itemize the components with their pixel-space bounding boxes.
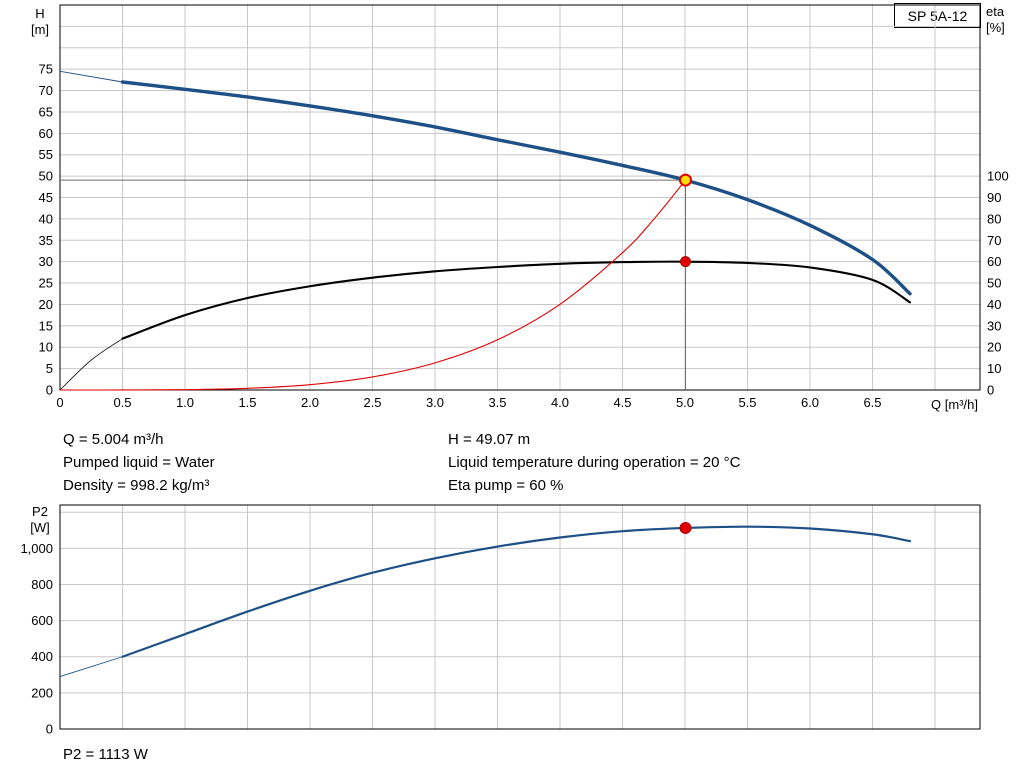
svg-text:5: 5 — [46, 361, 53, 376]
info-density: Density = 998.2 kg/m³ — [63, 477, 210, 494]
eta-axis-title-line2: [%] — [986, 20, 1005, 35]
grid-lines — [60, 505, 980, 729]
svg-text:2.0: 2.0 — [301, 395, 319, 410]
svg-text:1.0: 1.0 — [176, 395, 194, 410]
svg-text:30: 30 — [39, 254, 53, 269]
svg-text:6.0: 6.0 — [801, 395, 819, 410]
svg-text:80: 80 — [987, 211, 1001, 226]
grid-lines — [60, 5, 980, 390]
svg-text:200: 200 — [31, 685, 53, 700]
svg-text:3.5: 3.5 — [488, 395, 506, 410]
info-eta-pump: Eta pump = 60 % — [448, 477, 564, 494]
svg-text:0: 0 — [56, 395, 63, 410]
svg-text:1.5: 1.5 — [238, 395, 256, 410]
svg-text:100: 100 — [987, 169, 1009, 184]
tick-labels: 0 0.5 1.0 1.5 2.0 2.5 3.0 3.5 4.0 4.5 5.0 5.5 6.0 6.5… — [39, 62, 1009, 410]
power-axis-title-line1: P2 — [32, 504, 48, 519]
svg-text:70: 70 — [987, 233, 1001, 248]
svg-text:60: 60 — [39, 126, 53, 141]
power-readout: P2 = 1113 W — [63, 746, 148, 763]
info-liquid-temperature: Liquid temperature during operation = 20… — [448, 454, 741, 471]
svg-text:20: 20 — [987, 340, 1001, 355]
svg-text:55: 55 — [39, 147, 53, 162]
info-head-value: H = 49.07 m — [448, 431, 531, 448]
qh-eta-chart[interactable]: 0 0.5 1.0 1.5 2.0 2.5 3.0 3.5 4.0 4.5 5.0 5.5 6.0 6.5… — [0, 0, 1024, 418]
svg-text:800: 800 — [31, 577, 53, 592]
info-flow-value: Q = 5.004 m³/h — [63, 431, 164, 448]
svg-text:5.0: 5.0 — [676, 395, 694, 410]
svg-text:4.0: 4.0 — [551, 395, 569, 410]
svg-text:600: 600 — [31, 613, 53, 628]
svg-text:4.5: 4.5 — [613, 395, 631, 410]
eta-axis-title: eta [%] — [986, 4, 1024, 36]
svg-text:65: 65 — [39, 104, 53, 119]
duty-point-marker[interactable] — [679, 173, 692, 187]
flow-axis-title: Q [m³/h] — [931, 397, 978, 412]
svg-text:2.5: 2.5 — [363, 395, 381, 410]
svg-text:35: 35 — [39, 233, 53, 248]
system-curve[interactable] — [59, 179, 686, 391]
info-pumped-liquid: Pumped liquid = Water — [63, 454, 215, 471]
svg-text:0: 0 — [987, 383, 994, 398]
eta-curve[interactable] — [59, 260, 912, 391]
svg-text:25: 25 — [39, 276, 53, 291]
duty-info-left-column: Q = 5.004 m³/h Pumped liquid = Water Den… — [63, 428, 215, 497]
svg-text:10: 10 — [39, 340, 53, 355]
svg-text:30: 30 — [987, 318, 1001, 333]
pump-curve[interactable] — [59, 70, 912, 296]
eta-point-marker[interactable] — [680, 256, 691, 268]
svg-text:3.0: 3.0 — [426, 395, 444, 410]
svg-text:0.5: 0.5 — [113, 395, 131, 410]
svg-text:5.5: 5.5 — [738, 395, 756, 410]
plot-border — [59, 504, 981, 730]
power-chart[interactable]: 0 200 400 600 800 1,000 — [0, 495, 1024, 745]
svg-text:6.5: 6.5 — [863, 395, 881, 410]
eta-axis-title-line1: eta — [986, 4, 1005, 19]
svg-text:20: 20 — [39, 297, 53, 312]
head-axis-title-line2: [m] — [30, 22, 50, 37]
svg-text:70: 70 — [39, 83, 53, 98]
duty-info-right-column: H = 49.07 m Liquid temperature during op… — [448, 428, 740, 497]
svg-text:40: 40 — [39, 211, 53, 226]
svg-text:0: 0 — [46, 722, 53, 737]
svg-text:400: 400 — [31, 649, 53, 664]
svg-text:50: 50 — [39, 169, 53, 184]
svg-text:50: 50 — [987, 276, 1001, 291]
svg-text:90: 90 — [987, 190, 1001, 205]
plot-border — [59, 4, 981, 391]
svg-text:15: 15 — [39, 318, 53, 333]
head-axis-title-line1: H — [35, 6, 45, 21]
svg-text:40: 40 — [987, 297, 1001, 312]
head-axis-title: H [m] — [20, 6, 60, 38]
svg-text:0: 0 — [46, 383, 53, 398]
power-axis-title-line2: [W] — [30, 520, 50, 535]
svg-text:1,000: 1,000 — [20, 541, 53, 556]
tick-labels: 0 200 400 600 800 1,000 — [20, 541, 53, 737]
power-curve[interactable] — [59, 525, 912, 678]
svg-text:60: 60 — [987, 254, 1001, 269]
svg-text:75: 75 — [39, 62, 53, 77]
power-point-marker[interactable] — [679, 521, 692, 534]
svg-text:45: 45 — [39, 190, 53, 205]
pump-model-badge: SP 5A-12 — [894, 3, 981, 28]
svg-text:10: 10 — [987, 361, 1001, 376]
duty-point-crosshair — [60, 179, 686, 390]
power-axis-title: P2 [W] — [20, 504, 60, 536]
